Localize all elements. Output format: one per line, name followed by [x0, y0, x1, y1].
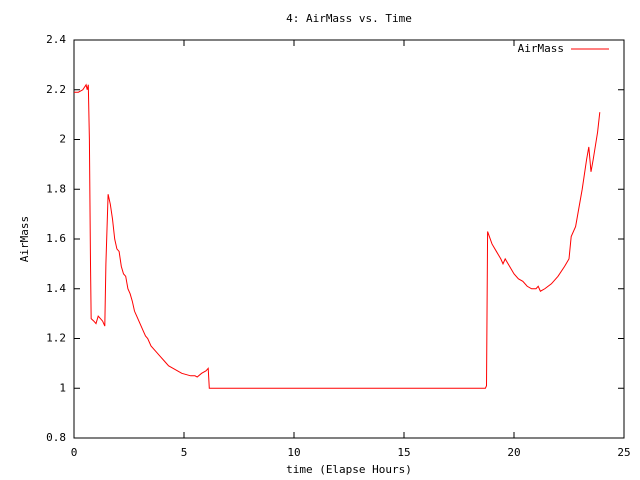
data-line — [74, 83, 601, 389]
y-tick-label: 2.4 — [46, 33, 66, 46]
legend-label: AirMass — [518, 42, 564, 55]
y-tick-label: 2 — [59, 133, 66, 146]
y-tick-label: 1.2 — [46, 332, 66, 345]
x-tick-label: 10 — [287, 446, 300, 459]
x-tick-label: 20 — [507, 446, 520, 459]
y-tick-label: 1.6 — [46, 232, 66, 245]
y-axis-label: AirMass — [18, 216, 31, 262]
x-tick-label: 5 — [181, 446, 188, 459]
y-tick-label: 1.4 — [46, 282, 66, 295]
y-tick-label: 1.8 — [46, 182, 66, 195]
x-tick-label: 25 — [617, 446, 630, 459]
chart-title: 4: AirMass vs. Time — [286, 12, 412, 25]
x-tick-label: 0 — [71, 446, 78, 459]
y-tick-label: 0.8 — [46, 431, 66, 444]
y-tick-label: 1 — [59, 381, 66, 394]
x-tick-label: 15 — [397, 446, 410, 459]
x-axis-label: time (Elapse Hours) — [286, 463, 412, 476]
y-tick-label: 2.2 — [46, 83, 66, 96]
